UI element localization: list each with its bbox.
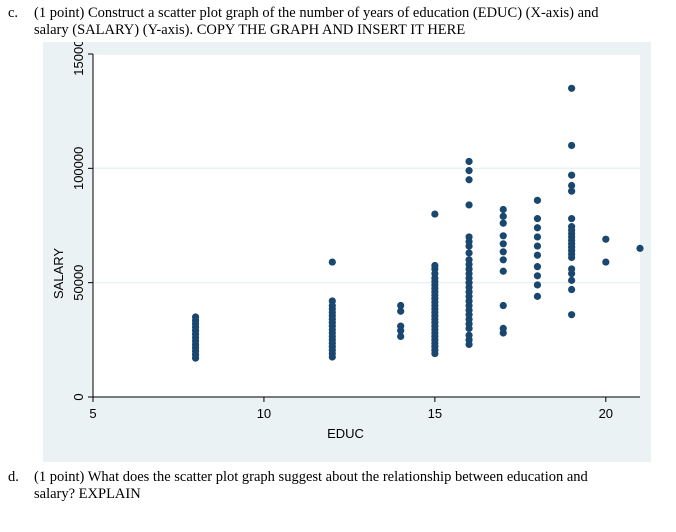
data-point xyxy=(465,256,473,264)
data-point xyxy=(499,248,507,256)
y-tick-label: 0 xyxy=(71,393,86,400)
data-point xyxy=(499,240,507,248)
data-point xyxy=(533,233,542,241)
question-d: d. (1 point) What does the scatter plot g… xyxy=(8,469,588,503)
data-point xyxy=(328,297,336,305)
y-axis-title: SALARY xyxy=(51,248,66,299)
y-tick-label: 150000 xyxy=(71,42,86,76)
data-point xyxy=(533,292,542,300)
axis-layer: 0 50000 100000 150000 5 10 15 20 EDUC SALARY xyxy=(51,42,640,441)
data-point xyxy=(602,235,610,243)
data-point xyxy=(431,210,439,218)
data-point xyxy=(568,84,576,92)
question-d-line1: d. (1 point) What does the scatter plot g… xyxy=(8,469,588,486)
question-d-label: d. xyxy=(8,469,19,485)
question-d-text1: (1 point) What does the scatter plot gra… xyxy=(34,469,588,485)
data-point xyxy=(568,223,576,231)
data-point xyxy=(499,267,507,275)
data-point xyxy=(397,322,405,330)
data-point xyxy=(499,219,507,227)
plot-area xyxy=(93,54,640,397)
data-point xyxy=(465,233,473,241)
question-c-text1: (1 point) Construct a scatter plot graph… xyxy=(34,5,599,21)
data-point xyxy=(568,171,576,179)
x-tick-label: 15 xyxy=(428,406,442,421)
data-point xyxy=(397,332,405,341)
data-point xyxy=(499,256,507,264)
data-point xyxy=(465,249,473,257)
data-point xyxy=(431,261,439,270)
scatter-chart: 0 50000 100000 150000 5 10 15 20 EDUC SALARY xyxy=(51,42,644,441)
question-d-text2: salary? EXPLAIN xyxy=(34,486,141,502)
question-c-text2: salary (SALARY) (Y-axis). COPY THE GRAPH… xyxy=(34,22,466,38)
x-tick-label: 10 xyxy=(257,406,271,421)
data-point xyxy=(533,281,542,289)
data-point xyxy=(568,141,576,150)
question-c: c. (1 point) Construct a scatter plot gra… xyxy=(8,5,599,39)
data-point xyxy=(533,215,542,223)
data-point xyxy=(499,205,507,214)
data-point xyxy=(397,301,405,310)
point-layer xyxy=(191,84,644,362)
data-point xyxy=(533,224,542,232)
question-c-line1: c. (1 point) Construct a scatter plot gra… xyxy=(8,5,599,22)
data-point xyxy=(465,331,473,339)
data-point xyxy=(499,324,507,332)
data-point xyxy=(191,313,200,321)
data-point xyxy=(568,276,576,284)
x-tick-label: 20 xyxy=(599,406,613,421)
data-point xyxy=(568,265,576,273)
data-point xyxy=(533,196,542,204)
data-point xyxy=(568,285,576,294)
data-point xyxy=(499,232,507,240)
data-point xyxy=(568,311,576,319)
data-point xyxy=(533,263,542,271)
grid-layer xyxy=(93,53,640,398)
y-tick-label: 100000 xyxy=(71,147,86,190)
x-axis-title: EDUC xyxy=(327,426,364,441)
data-point xyxy=(465,201,473,209)
data-point xyxy=(465,157,473,166)
data-point xyxy=(499,212,507,220)
x-tick-label: 5 xyxy=(89,406,96,421)
question-c-label: c. xyxy=(8,5,19,21)
data-point xyxy=(533,242,542,250)
data-point xyxy=(397,307,405,315)
data-point xyxy=(568,215,576,223)
data-point xyxy=(533,272,542,280)
data-point xyxy=(328,258,336,266)
data-point xyxy=(465,167,473,175)
data-point xyxy=(636,244,644,252)
data-point xyxy=(499,301,507,310)
data-point xyxy=(568,187,576,195)
data-point xyxy=(533,251,542,259)
y-tick-label: 50000 xyxy=(71,265,86,301)
data-point xyxy=(465,176,473,184)
data-point xyxy=(602,258,610,266)
data-point xyxy=(568,181,576,190)
